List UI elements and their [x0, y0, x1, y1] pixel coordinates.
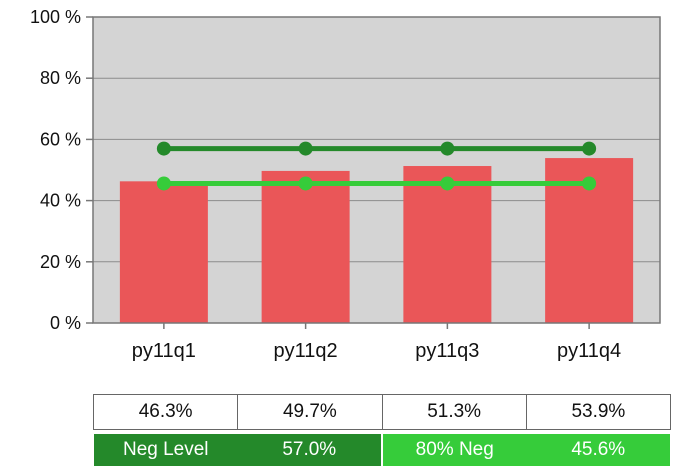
axes — [86, 16, 661, 329]
ref-point — [440, 176, 455, 191]
value-label-q2: 49.7% — [238, 394, 383, 430]
value-label-q1: 46.3% — [93, 394, 239, 430]
ref-point — [298, 176, 313, 191]
y-tick-label: 60 % — [40, 129, 81, 149]
bar-chart: 0 %20 %40 %60 %80 %100 % py11q1 py11q2 py1… — [30, 7, 661, 362]
bar-py11q1 — [119, 181, 208, 323]
legend-neg-level-value: 57.0% — [282, 439, 337, 460]
x-tick-label: py11q1 — [132, 340, 196, 362]
x-tick-label: py11q4 — [557, 340, 621, 362]
legend-80-neg-label: 80% Neg — [415, 439, 494, 460]
ref-point — [156, 141, 171, 156]
x-tick-label: py11q3 — [415, 340, 479, 362]
x-tick-label: py11q2 — [274, 340, 338, 362]
y-tick-label: 0 % — [50, 313, 81, 333]
y-tick-label: 20 % — [40, 252, 81, 272]
value-table: 46.3% 49.7% 51.3% 53.9% — [93, 394, 671, 430]
value-label-q3: 51.3% — [382, 394, 527, 430]
y-tick-labels: 0 % 20 % 40 % 60 % 80 % 100 % — [30, 7, 81, 333]
bar-py11q2 — [261, 170, 350, 323]
legend-80-neg-value: 45.6% — [571, 439, 626, 460]
ref-point — [298, 141, 313, 156]
legend: Neg Level 57.0% 80% Neg 45.6% — [93, 433, 671, 467]
y-tick-label: 40 % — [40, 191, 81, 211]
y-tick-label: 80 % — [40, 68, 81, 88]
bar-py11q3 — [403, 166, 492, 323]
ref-point — [440, 141, 455, 156]
ref-point — [582, 176, 597, 191]
legend-neg-level: Neg Level 57.0% — [93, 433, 382, 467]
ref-point — [156, 176, 171, 191]
ref-point — [582, 141, 597, 156]
y-tick-label: 100 % — [30, 7, 81, 27]
legend-neg-level-label: Neg Level — [122, 439, 209, 460]
x-tick-labels: py11q1 py11q2 py11q3 py11q4 — [132, 340, 621, 362]
plot-frame — [92, 16, 661, 324]
value-label-q4: 53.9% — [526, 394, 671, 430]
legend-80-neg: 80% Neg 45.6% — [382, 433, 671, 467]
reference-lines — [156, 141, 597, 191]
